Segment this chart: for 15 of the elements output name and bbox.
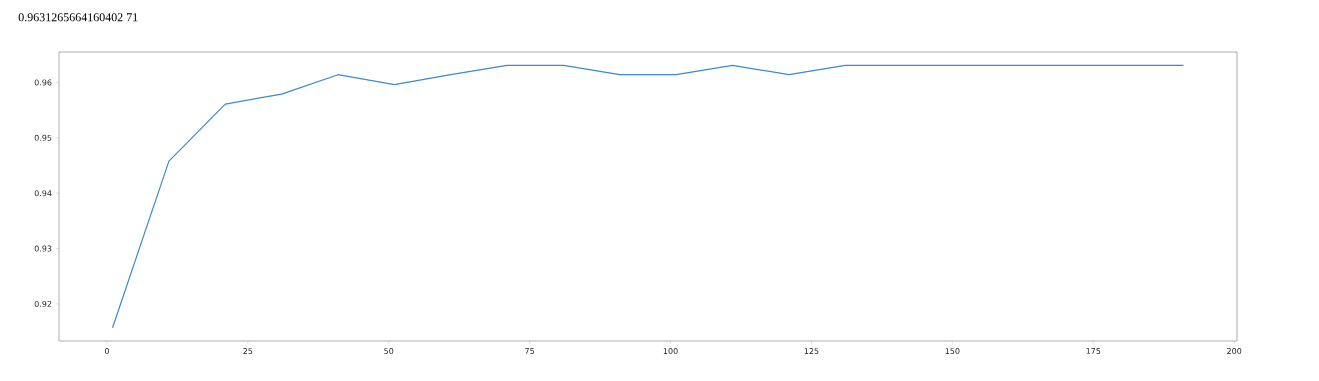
x-tick-label: 200 bbox=[1227, 348, 1242, 355]
x-tick-label: 0 bbox=[104, 348, 109, 355]
x-tick-label: 125 bbox=[804, 348, 819, 355]
y-tick-label: 0.95 bbox=[34, 134, 52, 141]
x-tick-label: 75 bbox=[525, 348, 535, 354]
y-tick-label: 0.94 bbox=[34, 190, 52, 197]
x-tick-label: 25 bbox=[243, 348, 253, 355]
x-tick-label: 50 bbox=[384, 348, 394, 355]
x-tick-label: 150 bbox=[945, 348, 960, 355]
y-tick-label: 0.96 bbox=[34, 79, 52, 86]
x-tick-label: 100 bbox=[663, 348, 678, 355]
x-tick-label: 175 bbox=[1086, 348, 1101, 354]
y-tick-label: 0.93 bbox=[34, 245, 52, 252]
text: 0.9631265664160402 71 bbox=[18, 13, 138, 22]
y-tick-label: 0.92 bbox=[34, 300, 52, 307]
